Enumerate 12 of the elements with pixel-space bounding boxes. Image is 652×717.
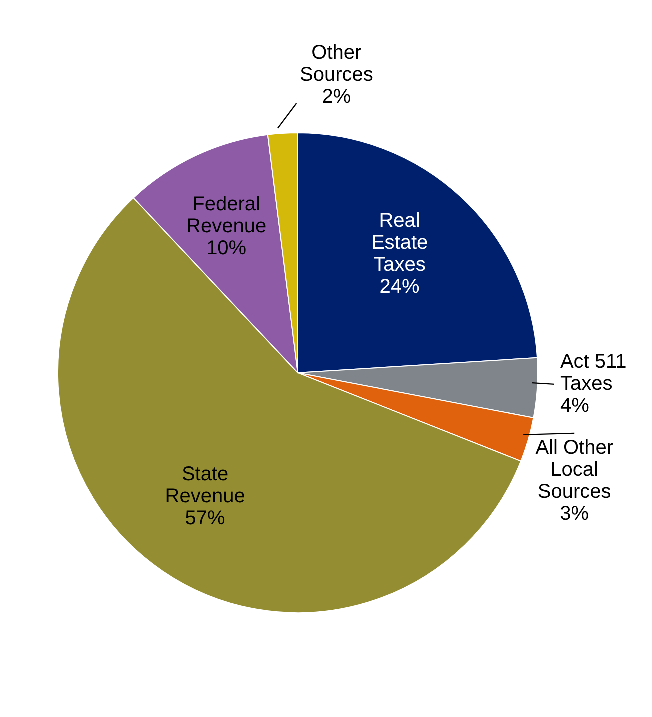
data-label: 2%	[322, 86, 352, 108]
data-label: 57%	[185, 508, 226, 530]
data-label: 10%	[206, 237, 247, 260]
data-label: 3%	[560, 502, 590, 525]
slice-label: Real Estate Taxes	[371, 210, 428, 276]
data-label: 4%	[560, 394, 590, 417]
slice-label: Federal Revenue	[186, 193, 267, 238]
slice-label: State Revenue	[165, 464, 246, 508]
data-label: 24%	[380, 276, 420, 298]
slice-label: Other Sources	[300, 42, 374, 86]
slice-label: Act 511 Taxes	[560, 350, 627, 395]
slice-label: All Other Local Sources	[536, 436, 614, 503]
